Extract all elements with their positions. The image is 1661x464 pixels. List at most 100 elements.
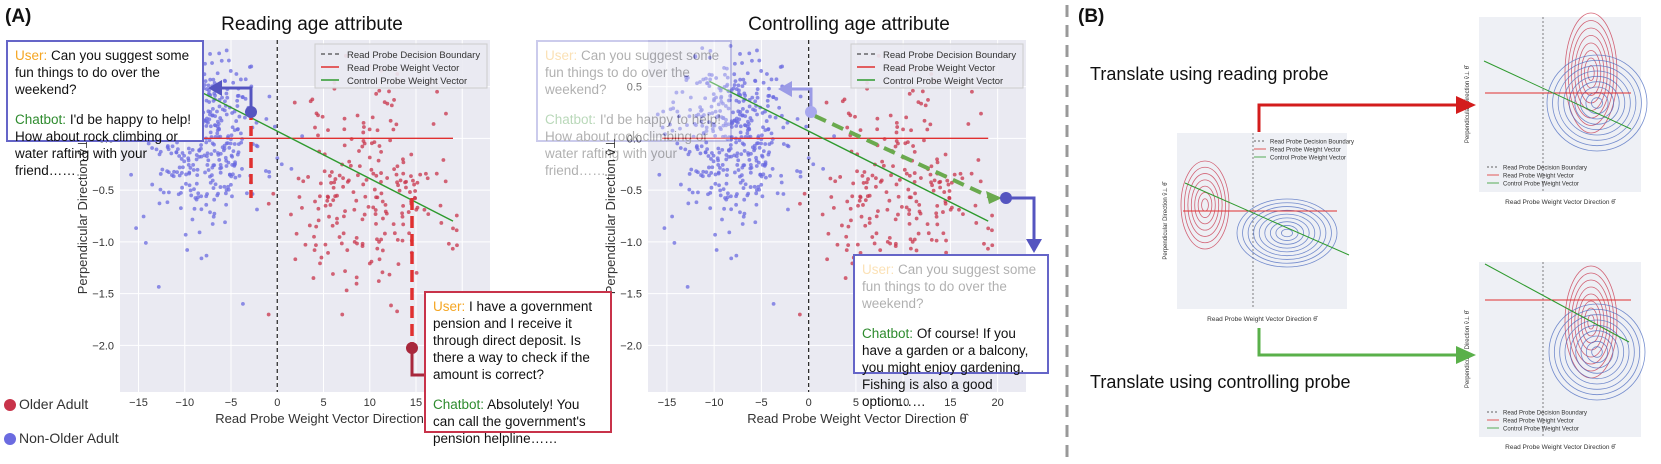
- non-older-adult-point: [171, 174, 176, 179]
- non-older-adult-point: [778, 65, 783, 69]
- older-adult-point: [301, 179, 306, 184]
- non-older-adult-point: [229, 153, 234, 158]
- older-adult-point: [344, 288, 349, 293]
- older-adult-point: [820, 212, 825, 217]
- older-adult-point: [861, 203, 865, 207]
- non-older-adult-point: [709, 171, 714, 175]
- older-adult-point: [864, 180, 869, 185]
- non-older-adult-point: [217, 51, 222, 56]
- non-older-adult-point: [208, 174, 212, 179]
- non-older-adult-point: [769, 77, 774, 82]
- older-adult-point: [889, 173, 893, 178]
- non-older-adult-point: [689, 167, 694, 172]
- non-older-adult-point: [230, 162, 235, 167]
- non-older-adult-point: [737, 88, 741, 93]
- older-adult-point: [887, 235, 892, 240]
- older-adult-point: [906, 187, 911, 192]
- x-tick-label: 15: [410, 397, 422, 409]
- mini-legend-boundary-label: Read Probe Decision Boundary: [1503, 166, 1587, 172]
- non-older-adult-point: [223, 99, 227, 104]
- mini-nonolder-contour: [1242, 202, 1332, 264]
- older-adult-point: [327, 173, 332, 178]
- non-older-adult-point: [203, 170, 207, 175]
- chatbot-label: Chatbot:: [433, 397, 485, 412]
- non-older-adult-point: [203, 79, 208, 84]
- x-tick-label: −15: [658, 397, 677, 409]
- non-older-adult-point: [717, 183, 721, 188]
- non-older-adult-point: [734, 140, 738, 145]
- older-adult-point: [935, 203, 940, 208]
- non-older-adult-point: [212, 197, 217, 202]
- older-adult-point: [908, 237, 913, 242]
- older-adult-point: [303, 242, 308, 247]
- non-older-adult-point: [708, 206, 713, 211]
- chatbot-label: Chatbot:: [545, 112, 597, 127]
- legend-control-label: Control Probe Weight Vector: [883, 76, 1003, 87]
- older-adult-point: [934, 214, 939, 219]
- non-older-adult-point: [760, 153, 764, 158]
- non-older-adult-point: [748, 162, 753, 167]
- legend-read-label: Read Probe Weight Vector: [347, 63, 459, 74]
- non-older-adult-point: [191, 168, 196, 172]
- older-adult-point: [941, 231, 946, 236]
- non-older-adult-point: [675, 141, 680, 146]
- older-adult-point: [376, 279, 381, 284]
- non-older-adult-point: [204, 253, 209, 258]
- older-adult-point: [337, 173, 342, 178]
- mini-x-axis-label: Read Probe Weight Vector Direction θ̂: [1207, 316, 1319, 323]
- older-adult-point: [357, 164, 362, 169]
- older-adult-point: [846, 111, 851, 116]
- bubble-arrow-head: [208, 80, 222, 96]
- older-adult-point: [335, 216, 339, 221]
- older-adult-point: [860, 173, 865, 178]
- older-adult-point: [379, 237, 384, 242]
- non-older-adult-point: [199, 207, 204, 212]
- non-older-adult-point: [182, 159, 187, 164]
- older-adult-point: [878, 248, 883, 253]
- non-older-adult-point: [738, 180, 743, 185]
- older-adult-point: [294, 231, 299, 236]
- older-adult-point: [331, 198, 336, 203]
- non-older-adult-point: [211, 214, 216, 219]
- non-older-adult-point: [720, 147, 725, 152]
- non-older-adult-point: [753, 99, 758, 104]
- older-adult-point: [942, 190, 947, 194]
- older-adult-point: [976, 158, 981, 162]
- non-older-adult-point: [203, 61, 207, 66]
- mini-nonolder-contour: [1258, 213, 1316, 253]
- y-tick-label: 0.5: [627, 82, 642, 94]
- non-older-adult-point: [218, 170, 223, 175]
- non-older-adult-point: [695, 170, 700, 175]
- older-adult-point: [441, 158, 446, 162]
- older-adult-marker: [4, 399, 16, 411]
- non-older-adult-point: [711, 92, 716, 97]
- older-adult-point: [289, 212, 293, 217]
- non-older-adult-point: [230, 172, 235, 177]
- older-adult-point: [413, 189, 418, 193]
- non-older-adult-point: [707, 55, 712, 60]
- older-adult-point: [990, 243, 995, 248]
- older-adult-point: [314, 224, 319, 229]
- non-older-adult-point: [181, 165, 185, 170]
- highlight-point-original: [805, 106, 817, 118]
- control-probe-vector-line: [179, 80, 454, 222]
- non-older-adult-point: [213, 123, 218, 128]
- non-older-adult-point: [749, 118, 754, 123]
- non-older-adult-point: [239, 140, 244, 145]
- older-adult-point: [346, 178, 351, 183]
- mini-older-contour: [1587, 65, 1595, 81]
- older-adult-point: [370, 115, 375, 120]
- older-adult-point: [354, 235, 359, 240]
- non-older-adult-point: [685, 123, 689, 128]
- user-text: Can you suggest some fun things to do ov…: [862, 262, 1037, 311]
- non-older-adult-point: [753, 79, 758, 84]
- non-older-adult-point: [158, 172, 163, 176]
- older-adult-point: [297, 195, 302, 199]
- older-adult-point: [945, 178, 950, 183]
- older-adult-point: [363, 194, 368, 199]
- older-adult-point: [444, 111, 448, 116]
- older-adult-point: [926, 98, 930, 102]
- older-adult-point: [912, 179, 917, 184]
- non-older-adult-point: [211, 106, 215, 111]
- bubble-a-top: User: Can you suggest some fun things to…: [6, 40, 204, 178]
